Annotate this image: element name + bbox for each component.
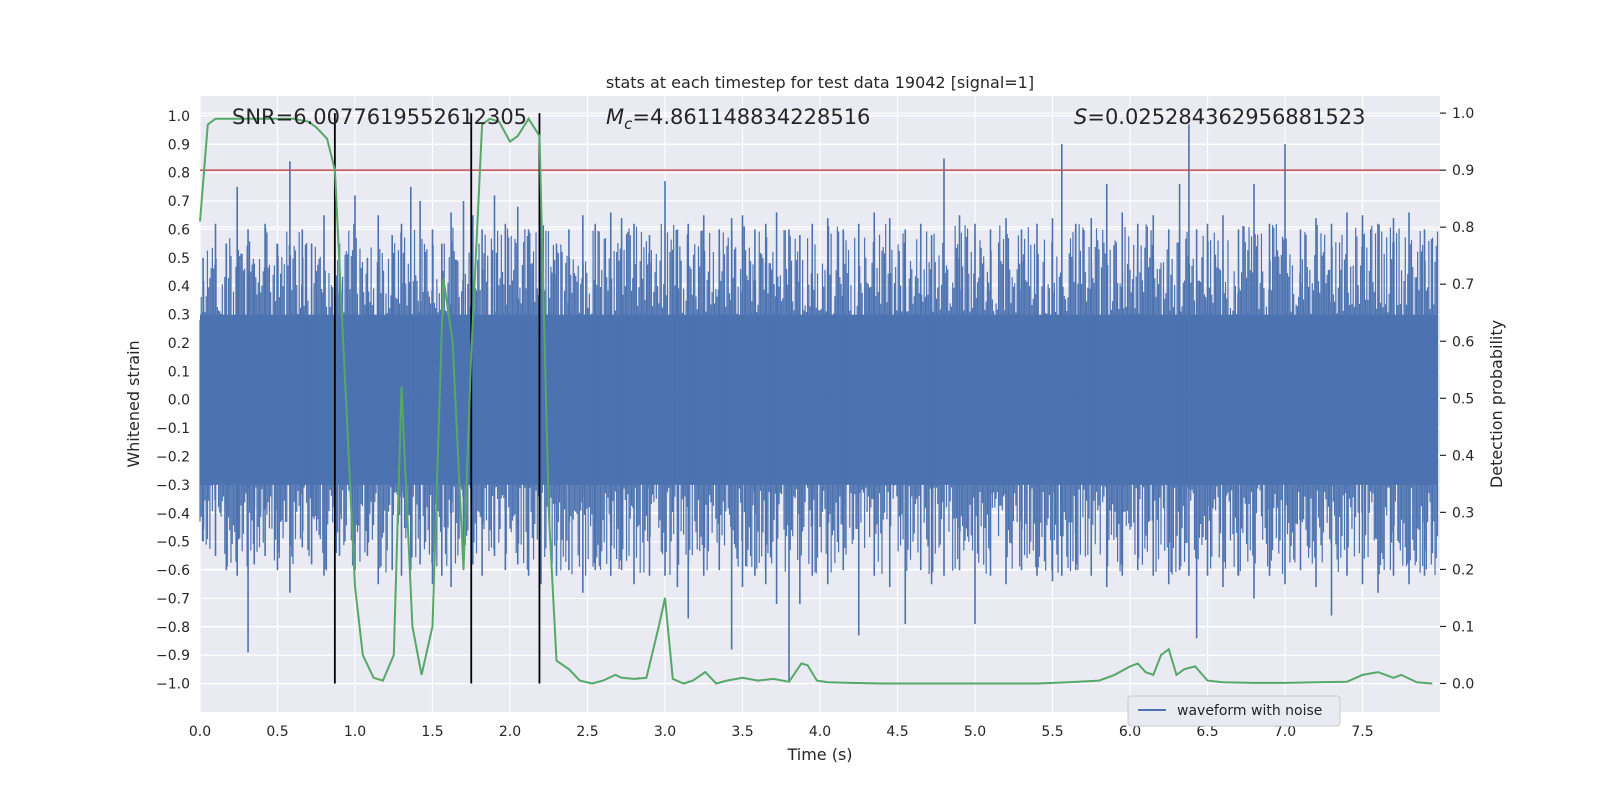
y-tick-label: 0.5 — [168, 251, 190, 267]
probability-line — [199, 116, 1433, 685]
x-tick-label: 4.0 — [809, 724, 831, 740]
x-tick-label: 0.0 — [189, 724, 211, 740]
x-tick-label: 0.5 — [266, 724, 288, 740]
x-tick-label: 6.0 — [1119, 724, 1141, 740]
y-right-tick-labels: 0.0 0.1 0.2 0.3 0.4 0.5 0.6 0.7 0.8 0.9 1.0 — [1440, 106, 1474, 692]
snr-annotation: SNR=6.0077619552612305 — [232, 105, 527, 129]
vertical-markers — [333, 113, 541, 684]
y-tick-label: −0.3 — [156, 478, 190, 494]
x-tick-label: 4.5 — [886, 724, 908, 740]
y-tick-label: 0.0 — [168, 393, 190, 409]
y-right-tick-label: 0.3 — [1452, 505, 1474, 521]
y-right-tick-label: 0.7 — [1452, 277, 1474, 293]
y-axis-label: Whitened strain — [124, 340, 143, 467]
y-tick-label: −0.4 — [156, 506, 190, 522]
legend-label-waveform: waveform with noise — [1177, 703, 1322, 719]
series-waveform-with-noise — [199, 124, 1439, 681]
y-right-tick-label: 0.8 — [1452, 220, 1474, 236]
y-tick-label: −0.2 — [156, 450, 190, 466]
x-axis-label: Time (s) — [786, 745, 852, 764]
chart-title: stats at each timestep for test data 190… — [606, 73, 1034, 92]
y-right-tick-label: 0.2 — [1452, 562, 1474, 578]
y-tick-label: 0.4 — [168, 279, 190, 295]
y-tick-label: −0.1 — [156, 421, 190, 437]
x-tick-label: 7.5 — [1351, 724, 1373, 740]
x-tick-label: 6.5 — [1196, 724, 1218, 740]
y-right-tick-label: 0.1 — [1452, 619, 1474, 635]
y-right-tick-label: 0.6 — [1452, 334, 1474, 350]
y-tick-label: 0.7 — [168, 194, 190, 210]
y-right-tick-label: 0.5 — [1452, 391, 1474, 407]
x-tick-label: 7.0 — [1274, 724, 1296, 740]
y-tick-label: 1.0 — [168, 109, 190, 125]
x-tick-label: 2.0 — [499, 724, 521, 740]
x-tick-label: 5.5 — [1041, 724, 1063, 740]
y-tick-label: 0.8 — [168, 166, 190, 182]
s-annotation: S=0.025284362956881523 — [1074, 105, 1365, 129]
x-tick-labels: 0.0 0.5 1.0 1.5 2.0 2.5 3.0 3.5 4.0 4.5 5.0 5.5 6.0 6… — [189, 724, 1374, 740]
y-right-axis-label: Detection probability — [1487, 320, 1506, 488]
x-tick-label: 1.5 — [421, 724, 443, 740]
y-tick-label: −0.8 — [156, 620, 190, 636]
y-right-tick-label: 0.0 — [1452, 676, 1474, 692]
x-tick-label: 1.0 — [344, 724, 366, 740]
y-tick-label: −0.6 — [156, 563, 190, 579]
y-tick-label: 0.9 — [168, 137, 190, 153]
y-right-tick-label: 1.0 — [1452, 106, 1474, 122]
y-tick-label: 0.2 — [168, 336, 190, 352]
y-right-tick-label: 0.9 — [1452, 163, 1474, 179]
y-tick-label: −0.7 — [156, 591, 190, 607]
y-tick-label: 0.6 — [168, 222, 190, 238]
y-tick-label: −0.5 — [156, 535, 190, 551]
y-tick-label: 0.3 — [168, 308, 190, 324]
series-detection-probability — [199, 116, 1433, 685]
x-tick-label: 3.5 — [731, 724, 753, 740]
chirp-mass-annotation: Mc=4.861148834228516 — [606, 105, 870, 133]
legend: waveform with noise — [1127, 695, 1341, 727]
x-tick-label: 2.5 — [576, 724, 598, 740]
y-tick-label: −1.0 — [156, 677, 190, 693]
y-right-tick-label: 0.4 — [1452, 448, 1474, 464]
x-tick-label: 3.0 — [654, 724, 676, 740]
y-tick-labels: −1.0 −0.9 −0.8 −0.7 −0.6 −0.5 −0.4 −0.3 −0.2 −0.1… — [156, 109, 190, 693]
y-tick-label: 0.1 — [168, 364, 190, 380]
y-tick-label: −0.9 — [156, 648, 190, 664]
x-tick-label: 5.0 — [964, 724, 986, 740]
legend-box — [1127, 695, 1341, 727]
